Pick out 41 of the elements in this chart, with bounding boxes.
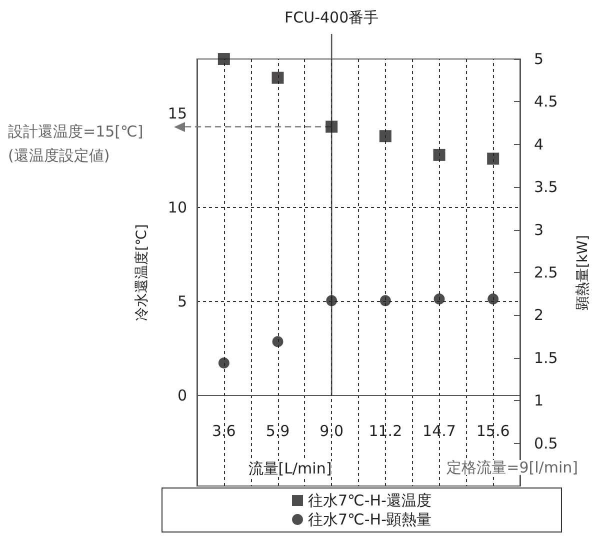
point	[488, 293, 499, 304]
point	[434, 293, 445, 304]
y2-tick-label: 3	[534, 220, 544, 239]
point	[487, 152, 500, 165]
y-axis-title: 冷水還温度[℃]	[134, 224, 150, 321]
text: (還温度設定値)	[8, 146, 110, 164]
x-tick-label: 9.0	[320, 422, 344, 440]
y2-tick-label: 1	[534, 392, 544, 410]
point	[433, 148, 446, 161]
point	[326, 295, 338, 306]
point	[218, 53, 230, 65]
y-tick-label: 0	[177, 386, 187, 405]
legend-label: 往水7℃-H-還温度	[308, 492, 432, 510]
y2-tick-label: 2.5	[534, 264, 558, 282]
annotation: 定格流量=9[l/min]	[446, 458, 578, 476]
ref-line-label: FCU-400番手	[284, 8, 379, 26]
y-tick-label: 5	[177, 292, 187, 311]
point	[380, 295, 391, 306]
point	[218, 358, 230, 369]
y2-tick-label: 0.5	[534, 434, 558, 452]
x-tick-label: 5.9	[266, 422, 290, 440]
point	[379, 130, 392, 142]
y2-axis-title: 顕熱量[kW]	[575, 235, 591, 311]
point	[272, 336, 284, 348]
y-tick-label: 10	[168, 198, 187, 217]
x-tick-label: 3.6	[212, 422, 236, 440]
x-tick-label: 11.2	[368, 422, 402, 440]
legend-label: 往水7℃-H-顕熱量	[308, 510, 432, 528]
y2-tick-label: 3.5	[534, 178, 558, 196]
y2-tick-label: 4	[534, 135, 544, 154]
point	[272, 72, 284, 84]
y2-tick-label: 2	[534, 306, 544, 324]
y2-tick-label: 4.5	[534, 92, 558, 111]
point	[326, 120, 338, 133]
y-tick-label: 15	[168, 104, 187, 123]
y2-tick-label: 1.5	[534, 348, 558, 367]
x-axis-title: 流量[L/min]	[248, 460, 332, 478]
text: 設計還温度=15[℃]	[8, 122, 144, 140]
x-tick-label: 15.6	[476, 422, 510, 440]
x-tick-label: 14.7	[422, 422, 456, 440]
y2-tick-label: 5	[534, 50, 544, 68]
